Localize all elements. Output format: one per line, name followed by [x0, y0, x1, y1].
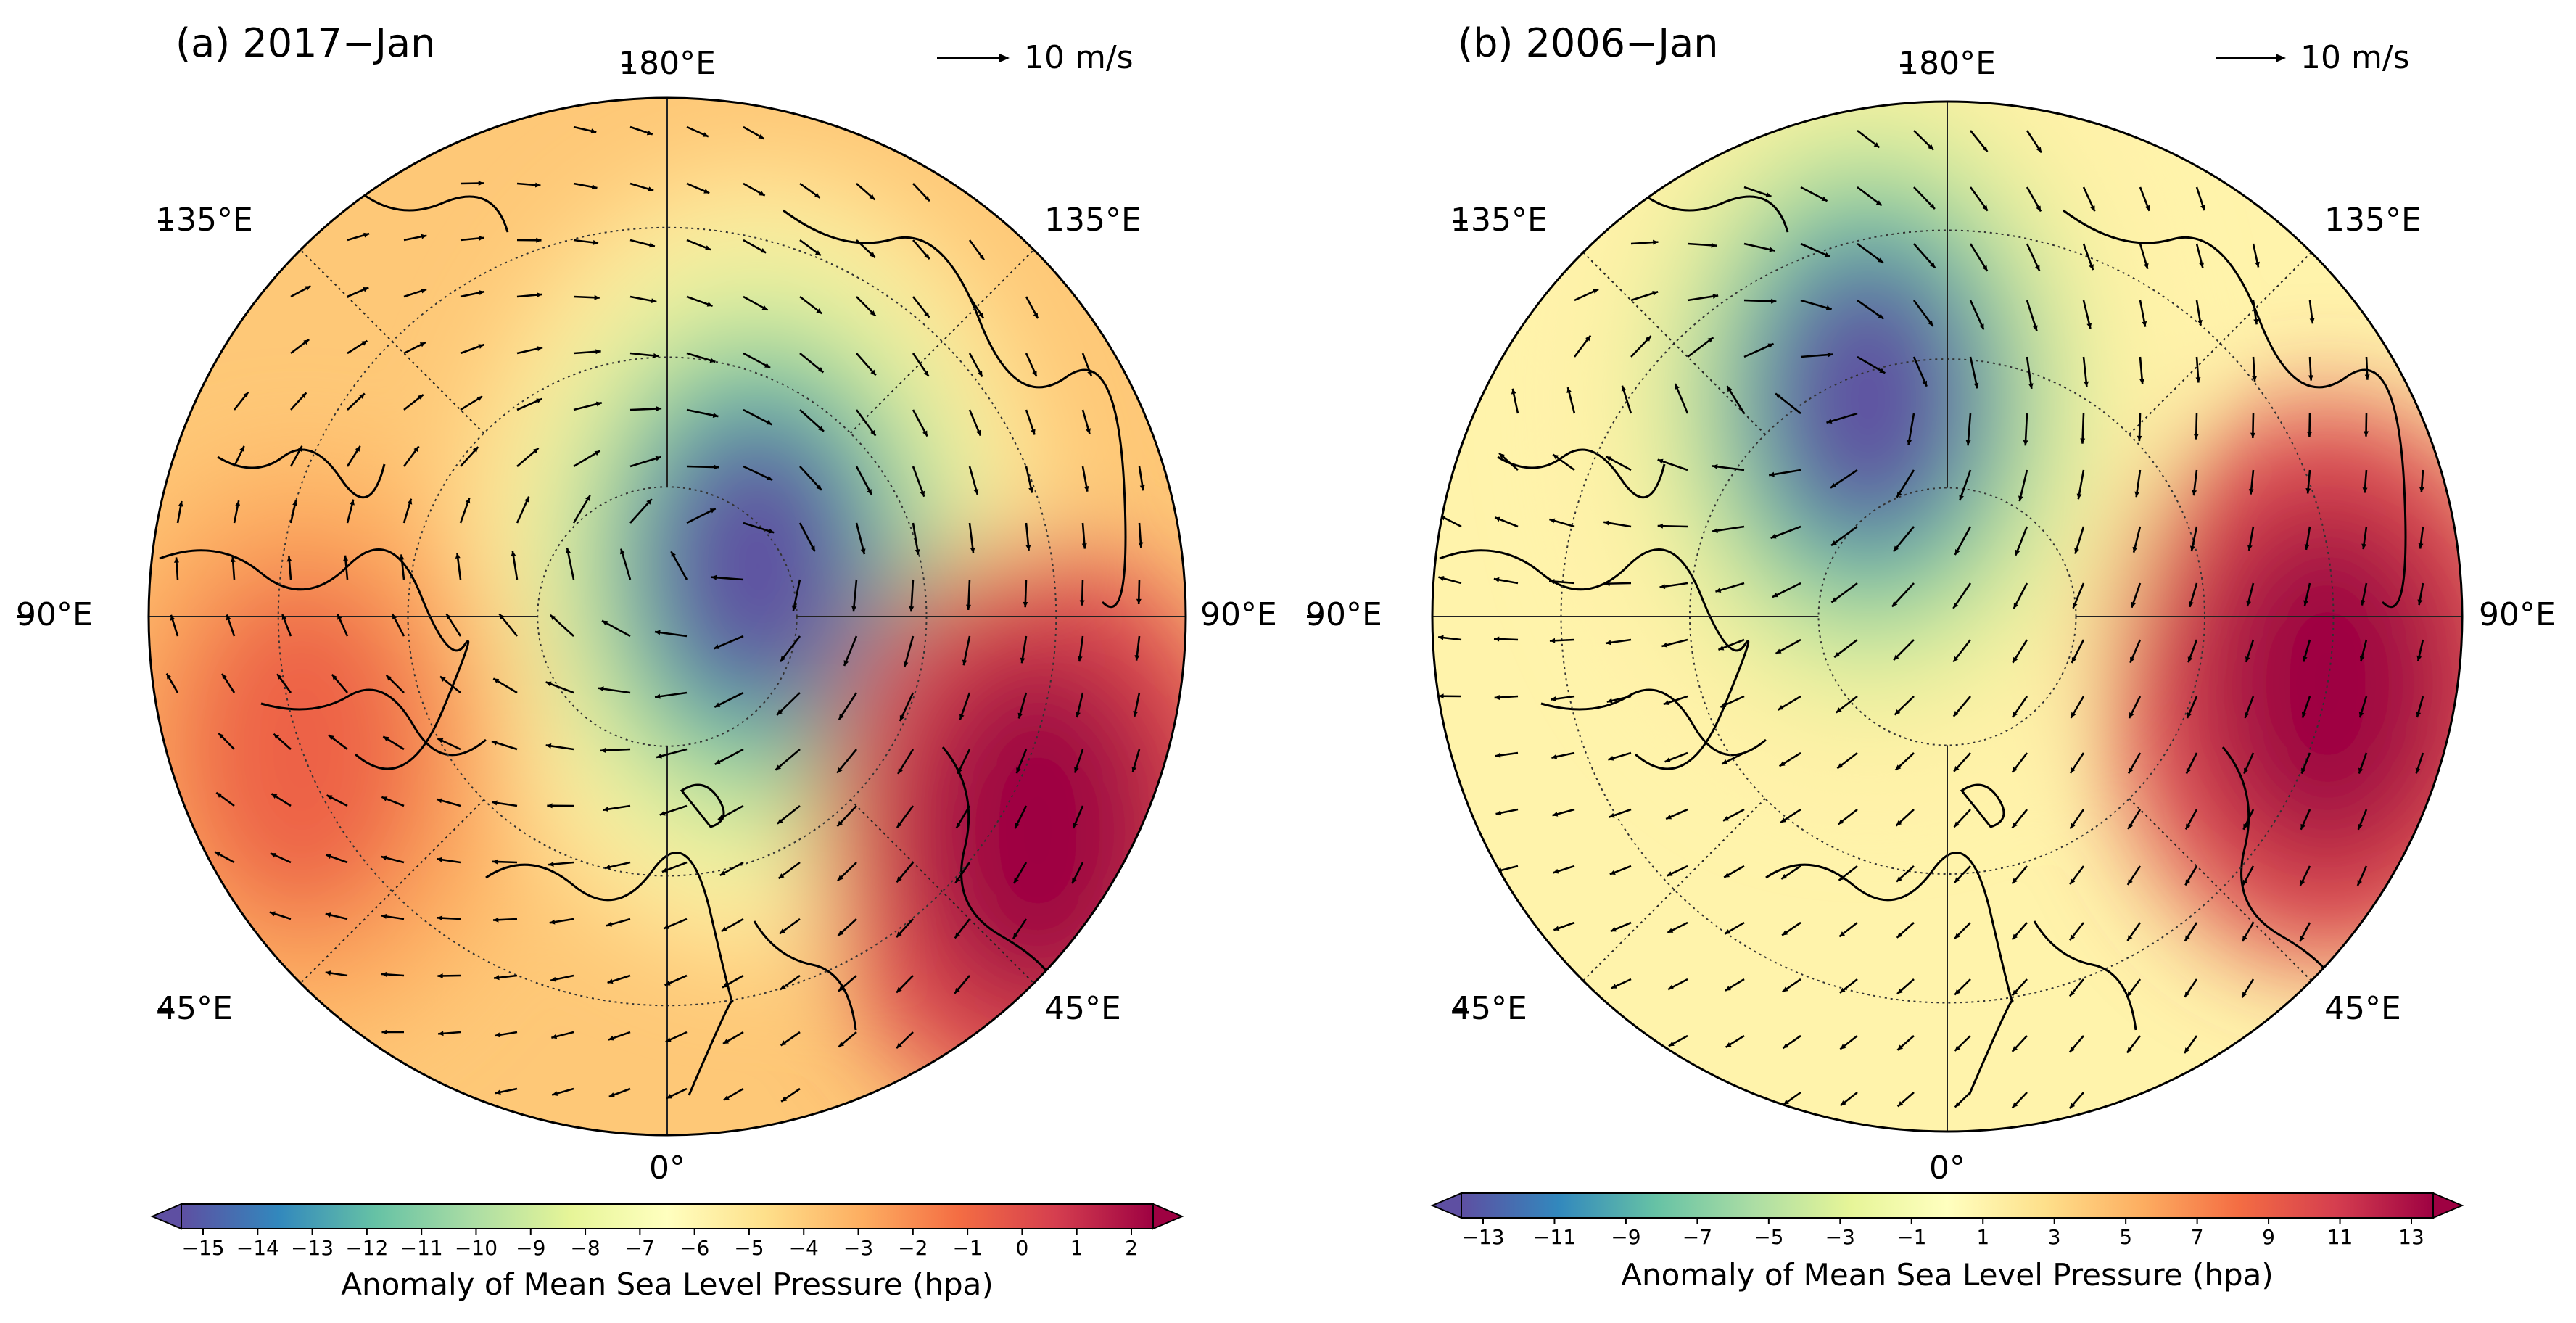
- colorbar-tick-label: −8: [570, 1236, 600, 1260]
- panel-b-lon-label-lower-right: 45°E: [2324, 990, 2401, 1027]
- colorbar-tick-label: 1: [1070, 1236, 1083, 1260]
- panel-b-map: [1432, 12, 2544, 1132]
- panel-a-lon-label-upper-right: 135°E: [1044, 202, 1142, 239]
- colorbar-tick-label: −5: [1754, 1225, 1783, 1249]
- colorbar-tick-label: −15: [181, 1236, 224, 1260]
- high-pressure-blob: [908, 649, 1168, 1013]
- colorbar-extend-low: [152, 1204, 181, 1229]
- colorbar-tick-label: −7: [625, 1236, 655, 1260]
- panel-b-vector-key-label: 10 m/s: [2300, 39, 2410, 76]
- panel-a-lon-label-right: 90°E: [1200, 596, 1277, 633]
- panel-a-vector-key: 10 m/s: [937, 39, 1134, 76]
- colorbar-tick-label: −6: [680, 1236, 709, 1260]
- colorbar-tick-label: −9: [1611, 1225, 1640, 1249]
- colorbar-tick-label: 13: [2398, 1225, 2424, 1249]
- colorbar-tick-label: −11: [1533, 1225, 1576, 1249]
- panel-a: (a) 2017−Jan 10 m/s 180°E 135°E 135°E 90…: [16, 20, 1277, 1302]
- panel-b-vector-key: 10 m/s: [2216, 39, 2410, 76]
- panel-a-lon-label-top: 180°E: [619, 45, 716, 82]
- colorbar-tick-label: −9: [516, 1236, 545, 1260]
- colorbar-extend-low: [1432, 1193, 1461, 1218]
- panel-b-lon-label-right: 90°E: [2479, 596, 2556, 633]
- colorbar-tick-label: 1: [1976, 1225, 1989, 1249]
- colorbar-tick-label: −2: [898, 1236, 928, 1260]
- colorbar-tick-label: −12: [345, 1236, 388, 1260]
- panel-b-title: (b) 2006−Jan: [1458, 20, 1719, 66]
- high-pressure-blob: [2199, 503, 2456, 864]
- panel-a-map: [84, 98, 1255, 1135]
- colorbar-tick-label: −1: [1896, 1225, 1926, 1249]
- colorbar-tick-label: 5: [2119, 1225, 2132, 1249]
- vector-key-arrowhead-icon: [999, 54, 1010, 62]
- colorbar-tick-label: 7: [2191, 1225, 2204, 1249]
- panel-a-title: (a) 2017−Jan: [176, 20, 435, 66]
- colorbar-tick-label: −14: [236, 1236, 279, 1260]
- panel-b-lon-label-top: 180°E: [1899, 45, 1996, 82]
- colorbar-gradient: [1461, 1193, 2433, 1218]
- panel-a-lon-label-left: 90°E: [16, 596, 93, 633]
- colorbar-tick-label: −13: [1461, 1225, 1504, 1249]
- panel-b-lon-label-upper-left: 135°E: [1450, 202, 1548, 239]
- panel-a-vector-key-label: 10 m/s: [1024, 39, 1134, 76]
- panel-a-lon-label-upper-left: 135°E: [156, 202, 253, 239]
- colorbar-tick-label: −7: [1683, 1225, 1712, 1249]
- colorbar-tick-label: 3: [2048, 1225, 2061, 1249]
- panel-b-colorbar-label: Anomaly of Mean Sea Level Pressure (hpa): [1621, 1257, 2273, 1293]
- colorbar-tick-label: −3: [843, 1236, 873, 1260]
- panel-b: (b) 2006−Jan 10 m/s 180°E 135°E 135°E 90…: [1305, 12, 2556, 1293]
- panel-a-lon-label-bottom: 0°: [649, 1150, 685, 1187]
- colorbar-tick-label: −3: [1825, 1225, 1855, 1249]
- panel-b-lon-label-upper-right: 135°E: [2324, 202, 2422, 239]
- colorbar-tick-label: −13: [291, 1236, 334, 1260]
- low-pressure-blob: [1760, 252, 1976, 545]
- colorbar-tick-label: −5: [734, 1236, 764, 1260]
- colorbar-gradient: [181, 1204, 1153, 1229]
- colorbar-extend-high: [1153, 1204, 1182, 1229]
- vector-key-arrowhead-icon: [2276, 54, 2286, 62]
- colorbar-tick-label: 11: [2327, 1225, 2353, 1249]
- colorbar-extend-high: [2433, 1193, 2462, 1218]
- colorbar-tick-label: 9: [2262, 1225, 2275, 1249]
- colorbar-tick-label: −11: [400, 1236, 443, 1260]
- colorbar-tick-label: −4: [789, 1236, 819, 1260]
- pressure-anomaly-field: [1432, 12, 2544, 1132]
- colorbar-tick-label: −1: [952, 1236, 982, 1260]
- low-pressure-blob: [648, 417, 865, 713]
- colorbar-tick-label: 0: [1015, 1236, 1028, 1260]
- colorbar-tick-label: −10: [455, 1236, 498, 1260]
- panel-b-lon-label-bottom: 0°: [1929, 1150, 1965, 1187]
- colorbar-tick-label: 2: [1125, 1236, 1138, 1260]
- panel-a-colorbar-label: Anomaly of Mean Sea Level Pressure (hpa): [341, 1266, 993, 1302]
- panel-b-lon-label-left: 90°E: [1305, 596, 1382, 633]
- panel-a-lon-label-lower-right: 45°E: [1044, 990, 1121, 1027]
